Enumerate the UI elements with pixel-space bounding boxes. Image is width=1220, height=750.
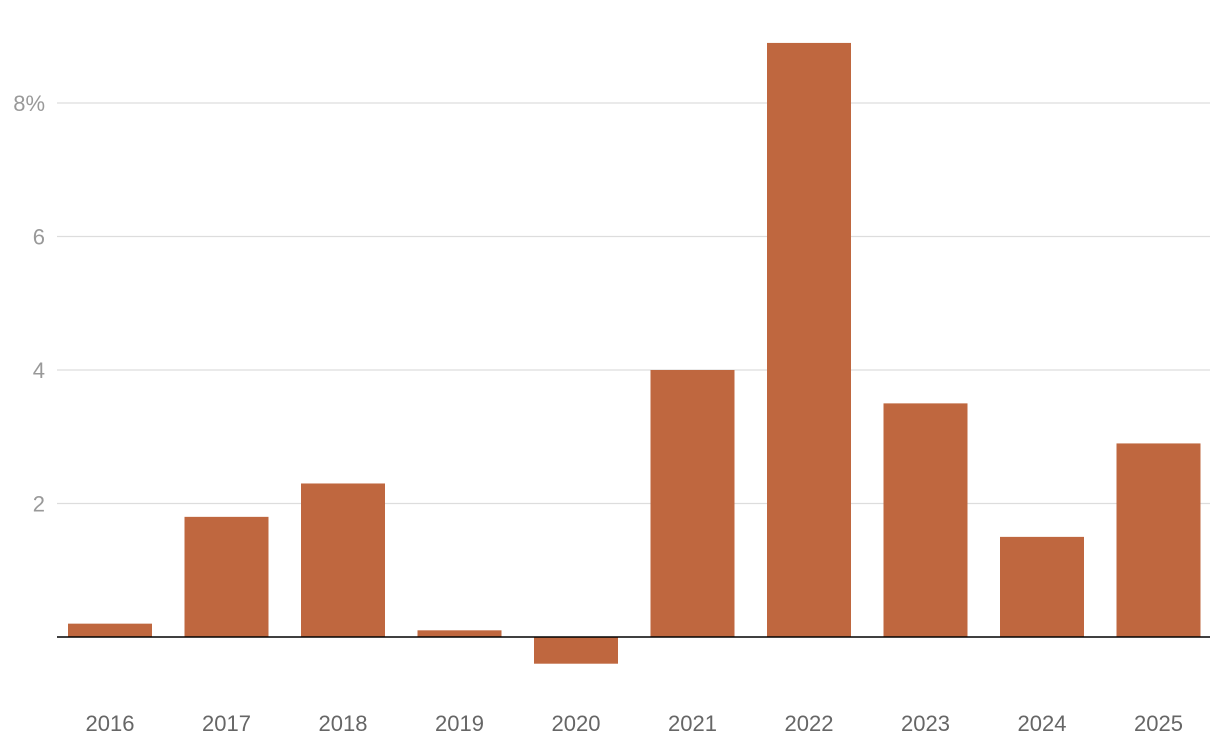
bar-2021 (650, 370, 735, 637)
x-tick-label: 2023 (901, 711, 950, 736)
x-tick-label: 2025 (1134, 711, 1183, 736)
y-tick-label: 6 (33, 225, 45, 250)
y-axis-ticks: 2 4 6 8% (13, 91, 45, 517)
bar-2024 (1000, 536, 1084, 637)
x-tick-label: 2022 (785, 711, 834, 736)
bar-2025 (1116, 443, 1201, 637)
x-tick-label: 2018 (319, 711, 368, 736)
x-tick-label: 2021 (668, 711, 717, 736)
x-tick-label: 2019 (435, 711, 484, 736)
y-tick-label: 2 (33, 492, 45, 517)
x-tick-label: 2016 (86, 711, 135, 736)
x-tick-label: 2017 (202, 711, 251, 736)
bar-2017 (184, 516, 269, 637)
x-tick-label: 2020 (552, 711, 601, 736)
x-tick-label: 2024 (1018, 711, 1067, 736)
bar-2020 (534, 637, 618, 664)
bar-2022 (767, 42, 851, 638)
gridlines (57, 102, 1210, 505)
bar-2018 (301, 483, 385, 637)
y-tick-label: 8% (13, 91, 45, 116)
y-tick-label: 4 (33, 358, 45, 383)
bar-2023 (883, 403, 968, 637)
bar-2019 (417, 630, 502, 637)
bars (68, 42, 1201, 664)
x-axis-ticks: 2016 2017 2018 2019 2020 2021 2022 2023 2024 2025 (86, 711, 1183, 736)
bar-2016 (68, 623, 152, 637)
